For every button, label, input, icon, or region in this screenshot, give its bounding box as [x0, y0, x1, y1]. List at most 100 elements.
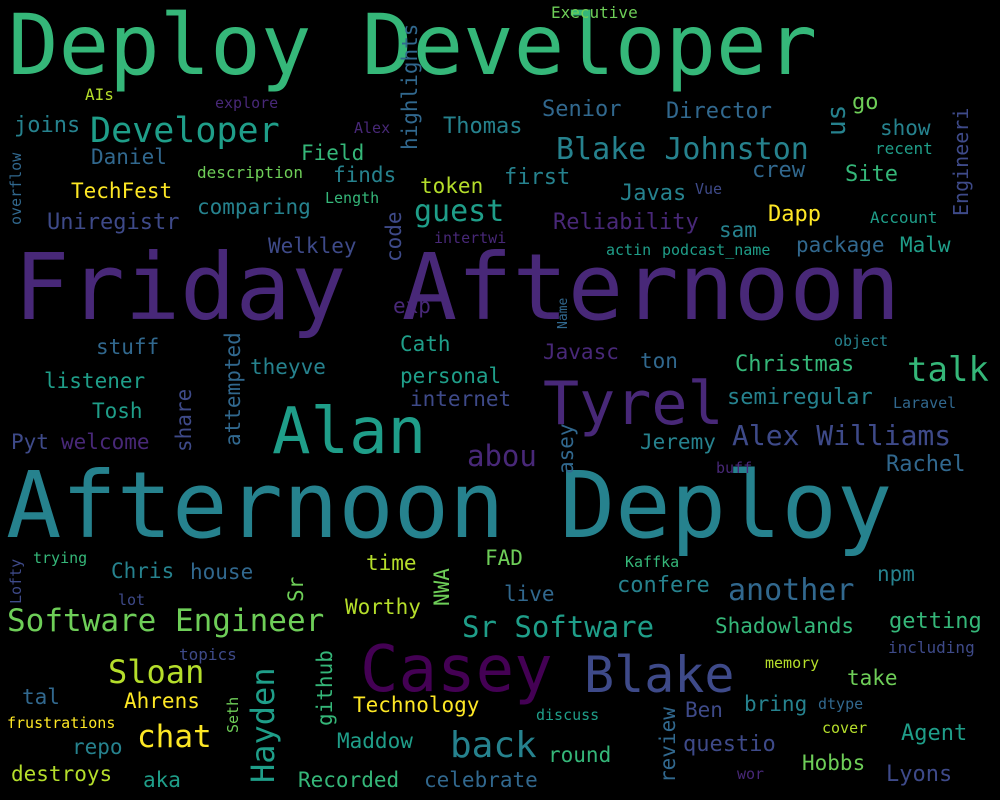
word-back: back	[450, 725, 537, 766]
word-first: first	[504, 165, 571, 190]
word-round: round	[548, 743, 612, 767]
word-malw: Malw	[900, 233, 951, 257]
word-laravel: Laravel	[893, 394, 957, 412]
word-share: share	[172, 388, 196, 452]
word-joins: joins	[14, 113, 81, 138]
word-tyrel: Tyrel	[543, 369, 724, 439]
word-alan: Alan	[272, 395, 427, 469]
word-ben: Ben	[685, 698, 723, 722]
word-repo: repo	[72, 735, 123, 759]
word-guest: guest	[414, 194, 505, 229]
word-maddow: Maddow	[337, 729, 413, 753]
word-tal: tal	[22, 685, 60, 709]
word-hayden: Hayden	[244, 667, 282, 783]
word-bring: bring	[744, 692, 808, 716]
word-javas: Javas	[620, 181, 687, 206]
word-welcome: welcome	[61, 430, 150, 454]
word-asey: asey	[554, 423, 578, 474]
word-theyve: theyve	[250, 355, 326, 379]
word-casey: Casey	[360, 633, 553, 707]
word-questio: questio	[683, 732, 776, 757]
word-lot: lot	[118, 591, 146, 609]
word-buff: buff	[716, 459, 753, 477]
word-friday-afternoon: Friday Afternoon	[14, 234, 901, 341]
word-show: show	[880, 116, 931, 140]
word-software-engineer: Software Engineer	[7, 603, 325, 639]
word-ton: ton	[640, 349, 678, 373]
word-confere: confere	[617, 573, 710, 598]
word-another: another	[728, 573, 855, 608]
word-deploy-developer: Deploy Developer	[8, 0, 818, 94]
word-christmas: Christmas	[735, 352, 855, 377]
word-getting: getting	[889, 609, 982, 634]
word-javasc: Javasc	[543, 340, 619, 364]
word-trying: trying	[33, 549, 88, 567]
word-alex: Alex	[354, 119, 391, 137]
word-wor: wor	[737, 765, 765, 783]
word-kaffka: Kaffka	[625, 553, 680, 571]
word-daniel: Daniel	[91, 145, 167, 169]
word-aka: aka	[143, 768, 181, 792]
word-cover: cover	[822, 719, 868, 737]
word-jeremy: Jeremy	[640, 430, 716, 454]
word-rachel: Rachel	[886, 452, 966, 477]
word-explore: explore	[215, 94, 279, 112]
word-lyons: Lyons	[886, 762, 953, 787]
word-us: us	[822, 104, 852, 136]
word-lofty: Lofty	[7, 558, 25, 604]
word-semiregular: semiregular	[727, 385, 873, 410]
word-blake: Blake	[584, 646, 735, 704]
word-memory: memory	[765, 654, 820, 672]
word-blake-johnston: Blake Johnston	[556, 132, 809, 167]
word-npm: npm	[877, 562, 915, 586]
word-site: Site	[845, 162, 898, 187]
word-recorded: Recorded	[298, 768, 400, 792]
word-ahrens: Ahrens	[124, 689, 200, 713]
word-including: including	[888, 638, 975, 657]
word-techfest: TechFest	[71, 179, 173, 203]
word-house: house	[190, 560, 254, 584]
word-intertwi: intertwi	[434, 229, 507, 247]
word-discuss: discuss	[536, 706, 600, 724]
word-take: take	[847, 666, 898, 690]
word-sr: Sr	[284, 576, 308, 602]
word-github: github	[313, 650, 337, 726]
word-finds: finds	[333, 163, 397, 187]
word-comparing: comparing	[197, 195, 311, 219]
word-technology: Technology	[353, 693, 480, 717]
word-abou: abou	[467, 439, 537, 473]
word-talk: talk	[907, 350, 989, 390]
word-welkley: Welkley	[268, 234, 357, 258]
word-dtype: dtype	[818, 695, 864, 713]
word-tosh: Tosh	[92, 399, 143, 423]
word-exp: exp	[393, 294, 431, 318]
word-podcast-name: podcast_name	[662, 241, 771, 259]
word-length: Length	[325, 189, 380, 207]
word-developer: Developer	[90, 111, 280, 151]
word-field: Field	[301, 141, 365, 165]
word-internet: internet	[410, 387, 512, 411]
word-fad: FAD	[485, 546, 523, 570]
word-go: go	[852, 90, 879, 115]
word-sam: sam	[719, 218, 757, 242]
word-live: live	[504, 582, 555, 606]
word-object: object	[834, 332, 889, 350]
word-crew: crew	[752, 158, 805, 183]
word-reliability: Reliability	[553, 210, 699, 235]
word-package: package	[796, 233, 885, 257]
word-listener: listener	[44, 369, 146, 393]
word-hobbs: Hobbs	[802, 751, 866, 775]
word-agent: Agent	[901, 721, 968, 746]
word-director: Director	[666, 99, 772, 124]
word-time: time	[366, 551, 417, 575]
word-topics: topics	[179, 645, 237, 664]
word-actin: actin	[606, 241, 652, 259]
word-account: Account	[870, 208, 938, 227]
word-name: Name	[556, 297, 571, 329]
word-description: description	[197, 163, 303, 182]
word-overflow: overflow	[7, 152, 25, 225]
word-sr-software: Sr Software	[462, 610, 655, 644]
word-alex-williams: Alex Williams	[732, 419, 952, 452]
word-afternoon-deploy: Afternoon Deploy	[6, 452, 893, 559]
word-chris: Chris	[111, 559, 175, 583]
